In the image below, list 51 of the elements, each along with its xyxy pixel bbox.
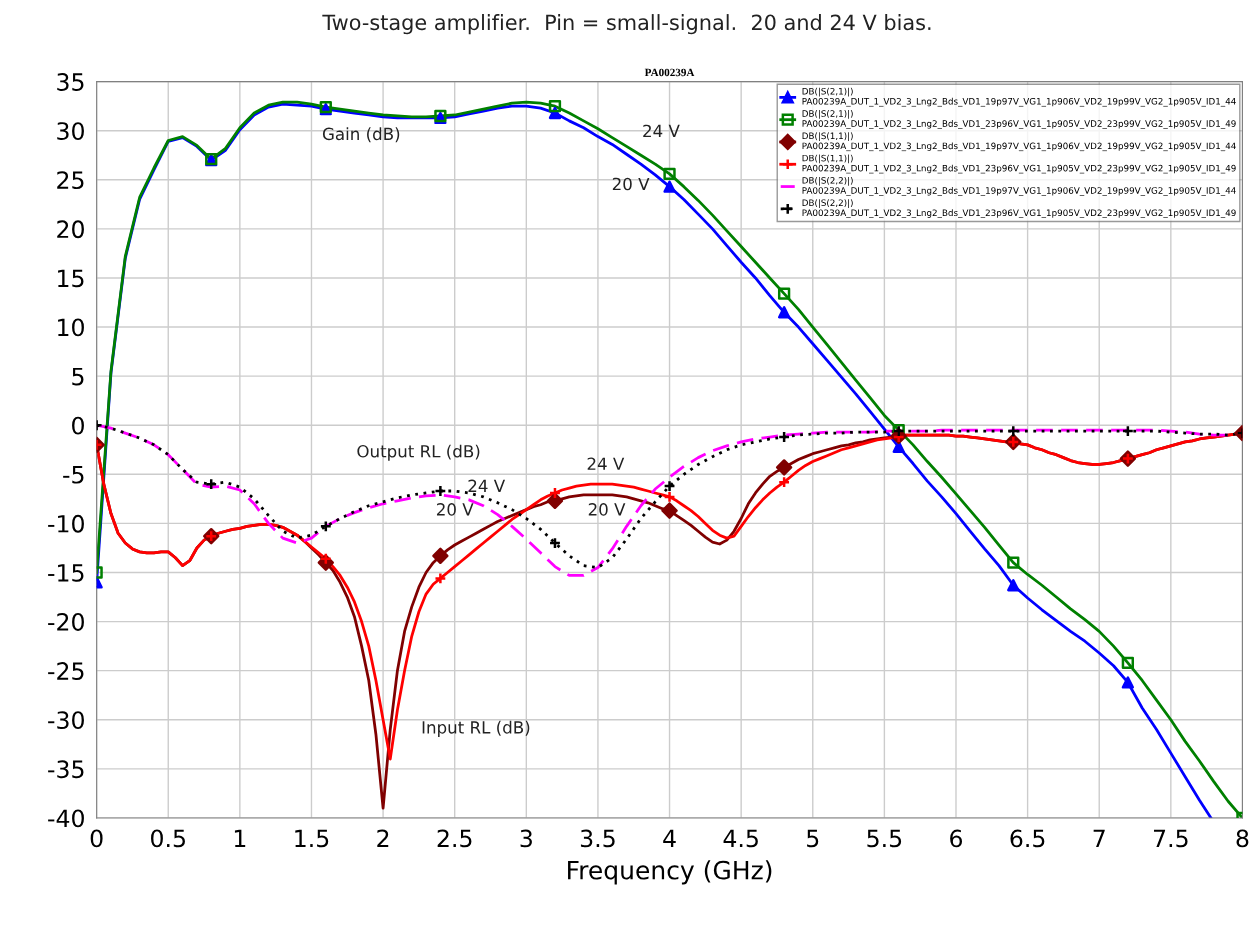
- y-tick-label: 0: [72, 416, 84, 435]
- x-tick-label: 7.5: [1154, 829, 1188, 848]
- x-tick-label: 0: [90, 829, 103, 848]
- y-tick-label: -40: [48, 809, 84, 828]
- legend-label: DB(|S(1,1)|) PA00239A_DUT_1_VD2_3_Lng2_Bds_VD1_23p96V_VG1_1p905V_VD2_23p99V_VG2_1p905V_ID1_49: [802, 154, 1236, 174]
- y-tick-label: -25: [48, 662, 84, 680]
- y-tick-label: 5: [72, 367, 84, 386]
- chart-title: Two-stage amplifier. Pin = small-signal. 20 and 24 V bias.: [322, 14, 931, 35]
- y-tick-label: -10: [48, 514, 84, 533]
- y-tick-label: -35: [48, 760, 84, 779]
- y-tick-label: 15: [58, 269, 84, 288]
- x-tick-label: 8: [1236, 829, 1249, 848]
- chart-subtitle: PA00239A: [644, 68, 695, 77]
- legend-label: DB(|S(2,1)|) PA00239A_DUT_1_VD2_3_Lng2_Bds_VD1_19p97V_VG1_1p906V_VD2_19p99V_VG2_1p905V_ID1_44: [802, 87, 1236, 107]
- y-tick-label: 25: [57, 171, 84, 190]
- x-tick-label: 2: [377, 829, 389, 847]
- annotation: 20 V: [612, 177, 650, 191]
- y-tick-label: 10: [58, 318, 84, 337]
- x-tick-label: 5.5: [867, 829, 902, 848]
- x-tick-label: 4.5: [723, 829, 758, 848]
- legend-label: DB(|S(2,2)|) PA00239A_DUT_1_VD2_3_Lng2_Bds_VD1_23p96V_VG1_1p905V_VD2_23p99V_VG2_1p905V_ID1_49: [802, 199, 1236, 218]
- x-tick-label: 0.5: [151, 829, 185, 848]
- legend-label: DB(|S(2,1)|) PA00239A_DUT_1_VD2_3_Lng2_Bds_VD1_23p96V_VG1_1p905V_VD2_23p99V_VG2_1p905V_ID1_49: [802, 110, 1236, 129]
- y-tick-label: 20: [57, 220, 84, 239]
- y-tick-label: -30: [48, 711, 84, 730]
- y-tick-label: 35: [57, 73, 84, 91]
- legend-label: DB(|S(1,1)|) PA00239A_DUT_1_VD2_3_Lng2_Bds_VD1_19p97V_VG1_1p906V_VD2_19p99V_VG2_1p905V_ID1_44: [802, 132, 1236, 152]
- legend-label: DB(|S(2,2)|) PA00239A_DUT_1_VD2_3_Lng2_Bds_VD1_19p97V_VG1_1p906V_VD2_19p99V_VG2_1p905V_ID1_44: [802, 176, 1236, 196]
- annotation: Output RL (dB): [357, 444, 480, 461]
- annotation: 24 V: [643, 124, 680, 138]
- annotation: Input RL (dB): [422, 720, 530, 737]
- y-tick-label: 30: [57, 122, 84, 140]
- x-tick-label: 5: [807, 829, 819, 848]
- x-tick-label: 4: [663, 829, 676, 847]
- annotation: Gain (dB): [322, 127, 400, 143]
- annotation: 24 V: [468, 479, 506, 492]
- x-tick-label: 3: [520, 829, 532, 848]
- x-tick-label: 3.5: [580, 829, 615, 848]
- y-tick-label: -20: [48, 613, 84, 631]
- x-tick-label: 1: [234, 829, 246, 847]
- y-tick-label: -5: [63, 466, 84, 484]
- y-tick-label: -15: [48, 564, 84, 582]
- x-tick-label: 6: [950, 829, 963, 848]
- x-tick-label: 7: [1093, 829, 1105, 847]
- annotation: 20 V: [588, 503, 626, 516]
- x-axis-title: Frequency (GHz): [568, 860, 772, 885]
- x-tick-label: 2.5: [437, 829, 472, 848]
- annotation: 24 V: [587, 457, 625, 470]
- x-tick-label: 6.5: [1010, 829, 1045, 848]
- annotation: 20 V: [436, 503, 474, 516]
- x-tick-label: 1.5: [295, 829, 329, 848]
